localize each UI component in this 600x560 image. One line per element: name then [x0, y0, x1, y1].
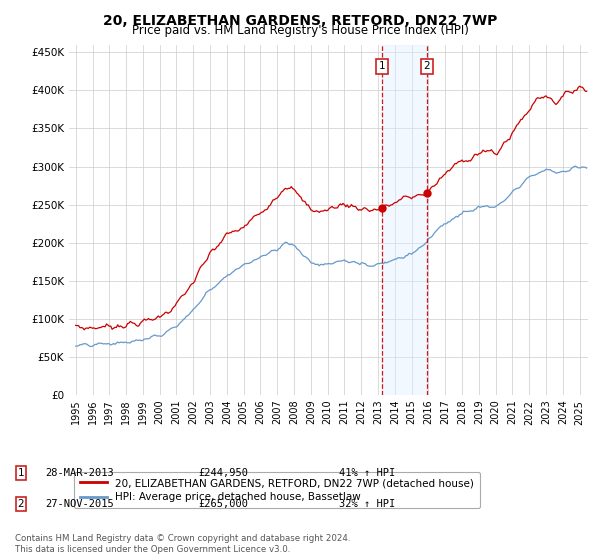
- Text: £244,950: £244,950: [198, 468, 248, 478]
- Text: 32% ↑ HPI: 32% ↑ HPI: [339, 499, 395, 509]
- Text: This data is licensed under the Open Government Licence v3.0.: This data is licensed under the Open Gov…: [15, 545, 290, 554]
- Text: 1: 1: [379, 61, 385, 71]
- Text: 28-MAR-2013: 28-MAR-2013: [45, 468, 114, 478]
- Text: 1: 1: [17, 468, 25, 478]
- Text: Price paid vs. HM Land Registry's House Price Index (HPI): Price paid vs. HM Land Registry's House …: [131, 24, 469, 37]
- Text: £265,000: £265,000: [198, 499, 248, 509]
- Text: 20, ELIZABETHAN GARDENS, RETFORD, DN22 7WP: 20, ELIZABETHAN GARDENS, RETFORD, DN22 7…: [103, 14, 497, 28]
- Text: 2: 2: [17, 499, 25, 509]
- Text: 27-NOV-2015: 27-NOV-2015: [45, 499, 114, 509]
- Text: Contains HM Land Registry data © Crown copyright and database right 2024.: Contains HM Land Registry data © Crown c…: [15, 534, 350, 543]
- Legend: 20, ELIZABETHAN GARDENS, RETFORD, DN22 7WP (detached house), HPI: Average price,: 20, ELIZABETHAN GARDENS, RETFORD, DN22 7…: [74, 472, 480, 508]
- Text: 2: 2: [424, 61, 430, 71]
- Text: 41% ↑ HPI: 41% ↑ HPI: [339, 468, 395, 478]
- Bar: [382, 45, 427, 395]
